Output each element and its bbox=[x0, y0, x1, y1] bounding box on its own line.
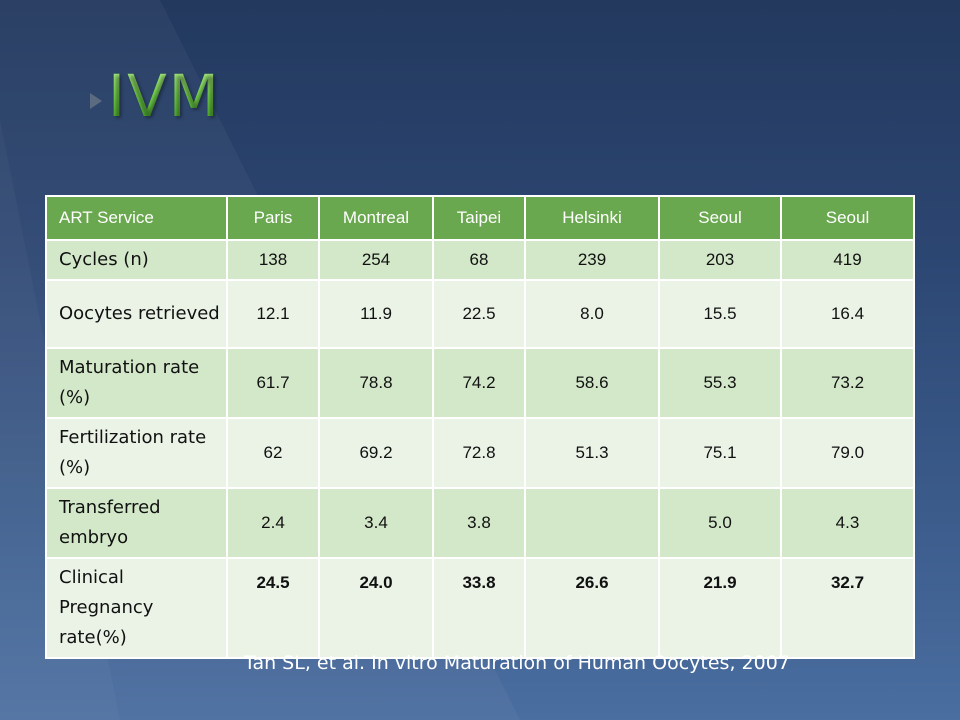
table-cell: 203 bbox=[658, 239, 782, 281]
table-cell: 239 bbox=[524, 239, 660, 281]
table-row: Oocytes retrieved 12.1 11.9 22.5 8.0 15.… bbox=[45, 279, 915, 349]
table-cell: 55.3 bbox=[658, 347, 782, 419]
table-cell: 15.5 bbox=[658, 279, 782, 349]
table-cell: 16.4 bbox=[780, 279, 915, 349]
table-cell: 68 bbox=[432, 239, 526, 281]
table-cell: 32.7 bbox=[780, 557, 915, 659]
citation-text: Tan SL, et al. In vitro Maturation of Hu… bbox=[244, 652, 790, 674]
column-header: Seoul bbox=[780, 195, 915, 241]
table-cell: 21.9 bbox=[658, 557, 782, 659]
table-cell: 419 bbox=[780, 239, 915, 281]
table-cell: 138 bbox=[226, 239, 320, 281]
table-cell: 72.8 bbox=[432, 417, 526, 489]
table-cell: 69.2 bbox=[318, 417, 434, 489]
column-header: Taipei bbox=[432, 195, 526, 241]
table-cell: 24.5 bbox=[226, 557, 320, 659]
table-row: Cycles (n) 138 254 68 239 203 419 bbox=[45, 239, 915, 281]
table-cell: 22.5 bbox=[432, 279, 526, 349]
table-cell: 12.1 bbox=[226, 279, 320, 349]
column-header: Montreal bbox=[318, 195, 434, 241]
table-cell: 74.2 bbox=[432, 347, 526, 419]
table-cell: 24.0 bbox=[318, 557, 434, 659]
table-cell: 73.2 bbox=[780, 347, 915, 419]
row-label: Clinical Pregnancy rate(%) bbox=[45, 557, 228, 659]
column-header: ART Service bbox=[45, 195, 228, 241]
row-label: Maturation rate (%) bbox=[45, 347, 228, 419]
table-cell: 254 bbox=[318, 239, 434, 281]
table-header-row: ART Service Paris Montreal Taipei Helsin… bbox=[45, 195, 915, 241]
table-cell: 58.6 bbox=[524, 347, 660, 419]
table-cell: 4.3 bbox=[780, 487, 915, 559]
table-row: Clinical Pregnancy rate(%) 24.5 24.0 33.… bbox=[45, 557, 915, 659]
slide-arrow-icon bbox=[90, 93, 102, 109]
column-header: Seoul bbox=[658, 195, 782, 241]
table-cell: 51.3 bbox=[524, 417, 660, 489]
slide-title: IVM bbox=[108, 62, 221, 130]
row-label: Oocytes retrieved bbox=[45, 279, 228, 349]
table-cell: 61.7 bbox=[226, 347, 320, 419]
table-cell: 8.0 bbox=[524, 279, 660, 349]
table-cell: 11.9 bbox=[318, 279, 434, 349]
table-cell: 33.8 bbox=[432, 557, 526, 659]
row-label: Cycles (n) bbox=[45, 239, 228, 281]
row-label: Fertilization rate (%) bbox=[45, 417, 228, 489]
table-cell: 62 bbox=[226, 417, 320, 489]
column-header: Helsinki bbox=[524, 195, 660, 241]
table-cell: 26.6 bbox=[524, 557, 660, 659]
table-row: Fertilization rate (%) 62 69.2 72.8 51.3… bbox=[45, 417, 915, 489]
table-cell: 79.0 bbox=[780, 417, 915, 489]
table-cell: 5.0 bbox=[658, 487, 782, 559]
table-cell: 3.8 bbox=[432, 487, 526, 559]
row-label: Transferred embryo bbox=[45, 487, 228, 559]
table-cell: 2.4 bbox=[226, 487, 320, 559]
table-row: Maturation rate (%) 61.7 78.8 74.2 58.6 … bbox=[45, 347, 915, 419]
table-row: Transferred embryo 2.4 3.4 3.8 5.0 4.3 bbox=[45, 487, 915, 559]
column-header: Paris bbox=[226, 195, 320, 241]
table-cell: 78.8 bbox=[318, 347, 434, 419]
table-cell: 3.4 bbox=[318, 487, 434, 559]
ivm-results-table: ART Service Paris Montreal Taipei Helsin… bbox=[45, 195, 915, 659]
table-cell: 75.1 bbox=[658, 417, 782, 489]
table-cell bbox=[524, 487, 660, 559]
